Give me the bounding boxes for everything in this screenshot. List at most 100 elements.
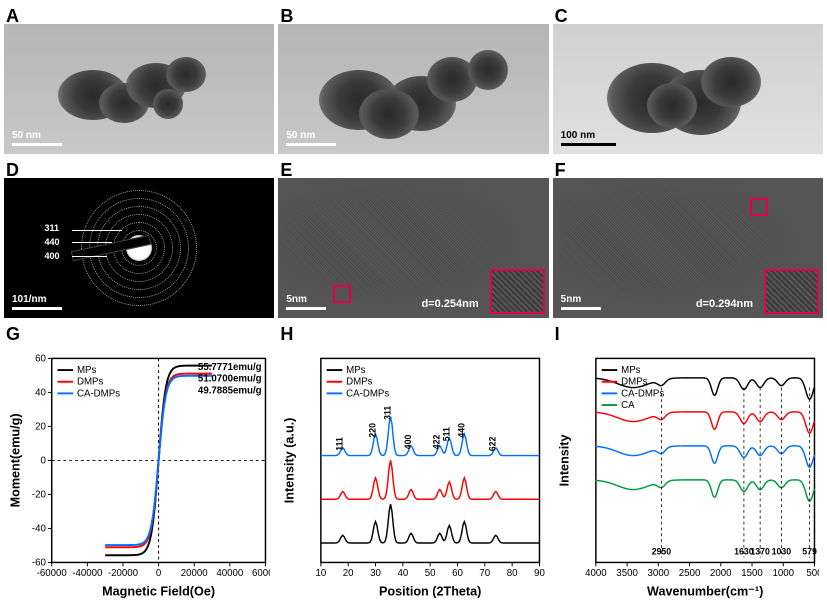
panel-h: H 10203040506070809011122031140042251144… [278, 322, 548, 612]
svg-text:1370: 1370 [750, 547, 770, 557]
svg-text:1030: 1030 [771, 547, 791, 557]
svg-text:2950: 2950 [651, 547, 671, 557]
svg-text:Moment(emu/g): Moment(emu/g) [9, 413, 23, 507]
ftir-chart: 5001000150020002500300035004000295016301… [557, 342, 819, 608]
panel-label-h: H [280, 324, 293, 345]
panel-label-d: D [6, 160, 19, 181]
svg-text:-40: -40 [32, 523, 47, 534]
d-spacing-f: d=0.294nm [696, 298, 753, 310]
svg-text:Magnetic Field(Oe): Magnetic Field(Oe) [102, 584, 215, 598]
svg-text:111: 111 [335, 437, 345, 451]
svg-text:622: 622 [488, 436, 498, 451]
svg-text:20: 20 [343, 568, 354, 579]
svg-text:40000: 40000 [216, 568, 244, 579]
svg-text:MPs: MPs [621, 365, 641, 376]
svg-text:55.7771emu/g: 55.7771emu/g [198, 362, 262, 373]
svg-text:CA-DMPs: CA-DMPs [77, 388, 120, 399]
saed-ring-label-311: 311 [45, 223, 60, 233]
scalebar-f: 5nm [561, 294, 601, 310]
tem-image-c: 100 nm [553, 24, 823, 154]
svg-text:49.7885emu/g: 49.7885emu/g [198, 385, 262, 396]
tem-image-a: 50 nm [4, 24, 274, 154]
scalebar-line-d [12, 307, 62, 310]
svg-text:1500: 1500 [741, 568, 763, 579]
scalebar-e: 5nm [286, 294, 326, 310]
svg-text:51.0700emu/g: 51.0700emu/g [198, 374, 262, 385]
svg-text:Position (2Theta): Position (2Theta) [379, 584, 481, 598]
svg-text:MPs: MPs [77, 365, 97, 376]
svg-text:DMPs: DMPs [621, 377, 648, 388]
scalebar-text-f: 5nm [561, 294, 582, 305]
scalebar-c: 100 nm [561, 130, 616, 146]
scalebar-line-a [12, 143, 62, 146]
svg-text:40: 40 [398, 568, 409, 579]
scalebar-a: 50 nm [12, 130, 62, 146]
scalebar-text-b: 50 nm [286, 130, 315, 141]
panel-e: E d=0.254nm 5nm [278, 158, 548, 318]
scalebar-line-f [561, 307, 601, 310]
svg-text:440: 440 [457, 423, 467, 438]
panel-label-e: E [280, 160, 292, 181]
scalebar-line-c [561, 143, 616, 146]
panel-label-a: A [6, 6, 19, 27]
panel-g: G -60000-40000-200000200004000060000-60-… [4, 322, 274, 612]
scalebar-text-a: 50 nm [12, 130, 41, 141]
svg-text:-20000: -20000 [108, 568, 139, 579]
panel-label-b: B [280, 6, 293, 27]
svg-text:CA-DMPs: CA-DMPs [621, 388, 664, 399]
panel-label-f: F [555, 160, 566, 181]
svg-text:DMPs: DMPs [77, 377, 104, 388]
svg-text:60000: 60000 [252, 568, 270, 579]
panel-c: C 100 nm [553, 4, 823, 154]
svg-text:Intensity: Intensity [557, 434, 571, 486]
svg-text:4000: 4000 [585, 568, 607, 579]
inset-marker-f [750, 198, 768, 216]
svg-text:60: 60 [452, 568, 463, 579]
scalebar-text-c: 100 nm [561, 130, 595, 141]
hrtem-image-e: d=0.254nm 5nm [278, 178, 548, 318]
svg-text:579: 579 [802, 547, 817, 557]
svg-text:422: 422 [432, 435, 442, 450]
panel-i: I 50010001500200025003000350040002950163… [553, 322, 823, 612]
saed-ring-label-400: 400 [45, 251, 60, 261]
panel-label-i: I [555, 324, 560, 345]
scalebar-text-e: 5nm [286, 294, 307, 305]
xrd-chart: 1020304050607080901112203114004225114406… [282, 342, 544, 608]
svg-text:500: 500 [806, 568, 819, 579]
scalebar-b: 50 nm [286, 130, 336, 146]
svg-text:40: 40 [35, 387, 46, 398]
svg-text:Wavenumber(cm⁻¹): Wavenumber(cm⁻¹) [647, 584, 763, 598]
svg-text:50: 50 [425, 568, 436, 579]
inset-zoom-e [490, 269, 545, 314]
svg-text:0: 0 [156, 568, 162, 579]
svg-text:-60000: -60000 [37, 568, 68, 579]
svg-text:311: 311 [383, 406, 393, 420]
svg-text:70: 70 [480, 568, 491, 579]
svg-text:2500: 2500 [678, 568, 700, 579]
panel-b: B 50 nm [278, 4, 548, 154]
svg-text:-40000: -40000 [72, 568, 103, 579]
scalebar-line-b [286, 143, 336, 146]
svg-text:220: 220 [368, 423, 378, 438]
panel-f: F d=0.294nm 5nm [553, 158, 823, 318]
scalebar-line-e [286, 307, 326, 310]
panel-d: D 311 440 400 101/nm [4, 158, 274, 318]
svg-text:-20: -20 [32, 489, 47, 500]
svg-text:60: 60 [35, 353, 46, 364]
svg-text:-60: -60 [32, 557, 47, 568]
saed-ring-label-440: 440 [45, 237, 60, 247]
saed-image-d: 311 440 400 101/nm [4, 178, 274, 318]
svg-text:80: 80 [507, 568, 518, 579]
svg-text:DMPs: DMPs [346, 377, 373, 388]
svg-text:2000: 2000 [710, 568, 732, 579]
tem-image-b: 50 nm [278, 24, 548, 154]
svg-text:400: 400 [403, 435, 413, 450]
svg-text:90: 90 [534, 568, 544, 579]
svg-text:MPs: MPs [346, 365, 366, 376]
svg-text:0: 0 [40, 455, 46, 466]
panel-label-c: C [555, 6, 568, 27]
svg-text:CA: CA [621, 400, 635, 411]
svg-text:10: 10 [316, 568, 327, 579]
hysteresis-chart: -60000 -40000 -20000 0 20000 40000 60000 -60 -40… [8, 342, 270, 608]
svg-text:20000: 20000 [181, 568, 209, 579]
